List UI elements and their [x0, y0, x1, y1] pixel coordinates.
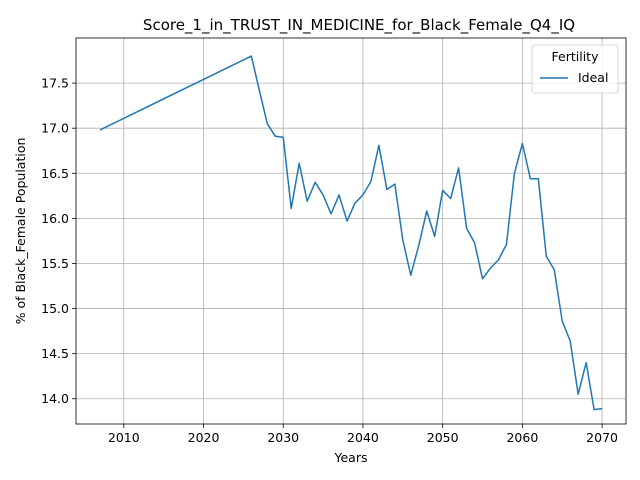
- y-tick-label: 16.5: [41, 166, 69, 181]
- x-axis-ticks: 2010 2020 2030 2040 2050 2060 2070: [108, 424, 618, 445]
- x-tick-label: 2070: [586, 430, 618, 445]
- legend-label-ideal: Ideal: [578, 70, 608, 85]
- x-axis-label: Years: [334, 450, 368, 465]
- x-tick-label: 2060: [506, 430, 538, 445]
- x-tick-label: 2010: [108, 430, 140, 445]
- x-tick-label: 2020: [188, 430, 220, 445]
- legend: Fertility Ideal: [531, 44, 619, 94]
- legend-title: Fertility: [552, 49, 600, 64]
- y-tick-label: 16.0: [41, 211, 69, 226]
- y-tick-label: 17.0: [41, 121, 69, 136]
- y-tick-label: 14.0: [41, 391, 69, 406]
- y-tick-label: 15.0: [41, 301, 69, 316]
- grid: [76, 38, 626, 424]
- y-tick-label: 14.5: [41, 346, 69, 361]
- y-axis-label: % of Black_Female Population: [13, 138, 28, 325]
- series-layer: [99, 55, 603, 411]
- plot-frame: [75, 37, 627, 425]
- y-tick-label: 15.5: [41, 256, 69, 271]
- legend-box: [531, 44, 619, 94]
- series-line-ideal: [99, 55, 603, 411]
- y-tick-label: 17.5: [41, 76, 69, 91]
- x-tick-label: 2050: [427, 430, 459, 445]
- y-axis-ticks: 14.0 14.5 15.0 15.5 16.0 16.5 17.0 17.5: [41, 76, 76, 406]
- x-tick-label: 2040: [347, 430, 379, 445]
- chart-title: Score_1_in_TRUST_IN_MEDICINE_for_Black_F…: [143, 16, 575, 35]
- x-tick-label: 2030: [267, 430, 299, 445]
